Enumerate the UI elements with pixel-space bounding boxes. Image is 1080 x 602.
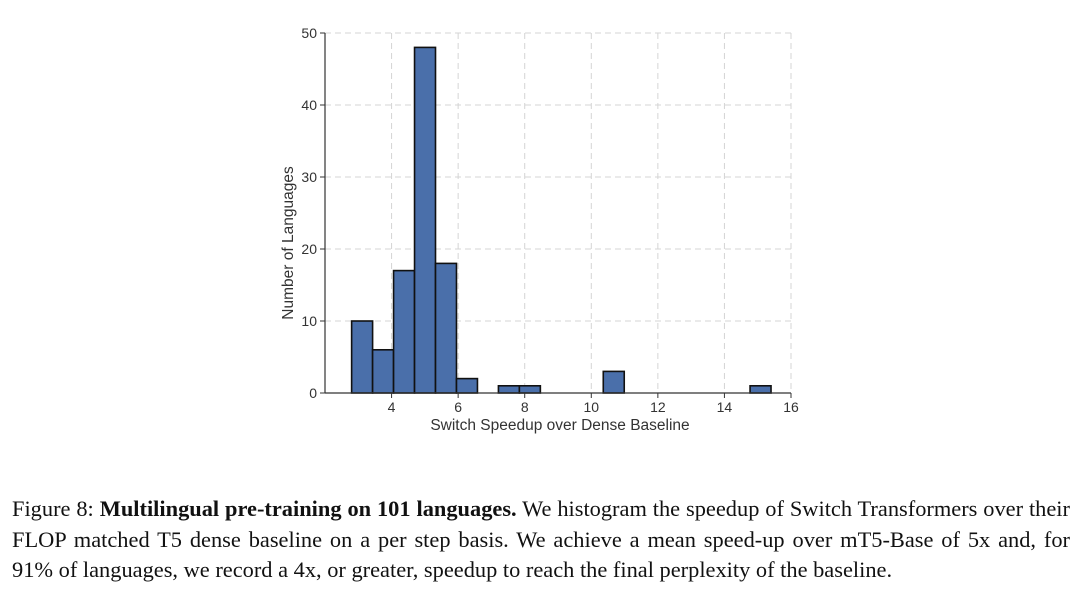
x-tick-label: 8	[521, 399, 529, 415]
histogram-bar	[602, 370, 626, 394]
histogram-bar	[350, 320, 374, 394]
y-tick-label: 30	[301, 169, 317, 185]
histogram-bar	[392, 269, 416, 394]
histogram-bar	[371, 348, 395, 394]
figure-caption: Figure 8: Multilingual pre-training on 1…	[12, 494, 1070, 586]
x-tick-label: 4	[388, 399, 396, 415]
x-tick-label: 16	[783, 399, 799, 415]
x-tick-label: 10	[583, 399, 599, 415]
histogram-chart: 4 6 8 10 12 14 16 0 10 20 30 40 50 Switch Speedup o…	[280, 25, 799, 434]
y-tick-label: 20	[301, 241, 317, 257]
y-axis-label: Number of Languages	[280, 166, 297, 320]
y-tick-label: 50	[301, 25, 317, 41]
histogram-bar	[518, 384, 542, 394]
x-tick-label: 12	[650, 399, 666, 415]
axes	[324, 33, 791, 394]
x-tick-label: 14	[717, 399, 733, 415]
x-axis-label: Switch Speedup over Dense Baseline	[430, 417, 689, 434]
caption-body: We histogram the speedup of Switch Trans…	[12, 496, 1070, 583]
grid-lines	[325, 32, 792, 393]
caption-title: Multilingual pre-training on 101 languag…	[99, 496, 517, 522]
histogram-bar	[455, 377, 479, 394]
histogram-bar	[413, 46, 437, 394]
histogram-bars	[350, 46, 772, 394]
caption-prefix: Figure 8:	[12, 496, 100, 522]
x-tick-label: 6	[454, 399, 462, 415]
histogram-bar	[497, 384, 521, 394]
histogram-bar	[749, 384, 772, 394]
histogram-bar	[434, 262, 458, 394]
x-axis-ticks: 4 6 8 10 12 14 16	[388, 393, 799, 415]
y-axis-ticks: 0 10 20 30 40 50	[301, 25, 325, 401]
y-tick-label: 10	[301, 313, 317, 329]
y-tick-label: 40	[301, 97, 317, 113]
y-tick-label: 0	[309, 385, 317, 401]
